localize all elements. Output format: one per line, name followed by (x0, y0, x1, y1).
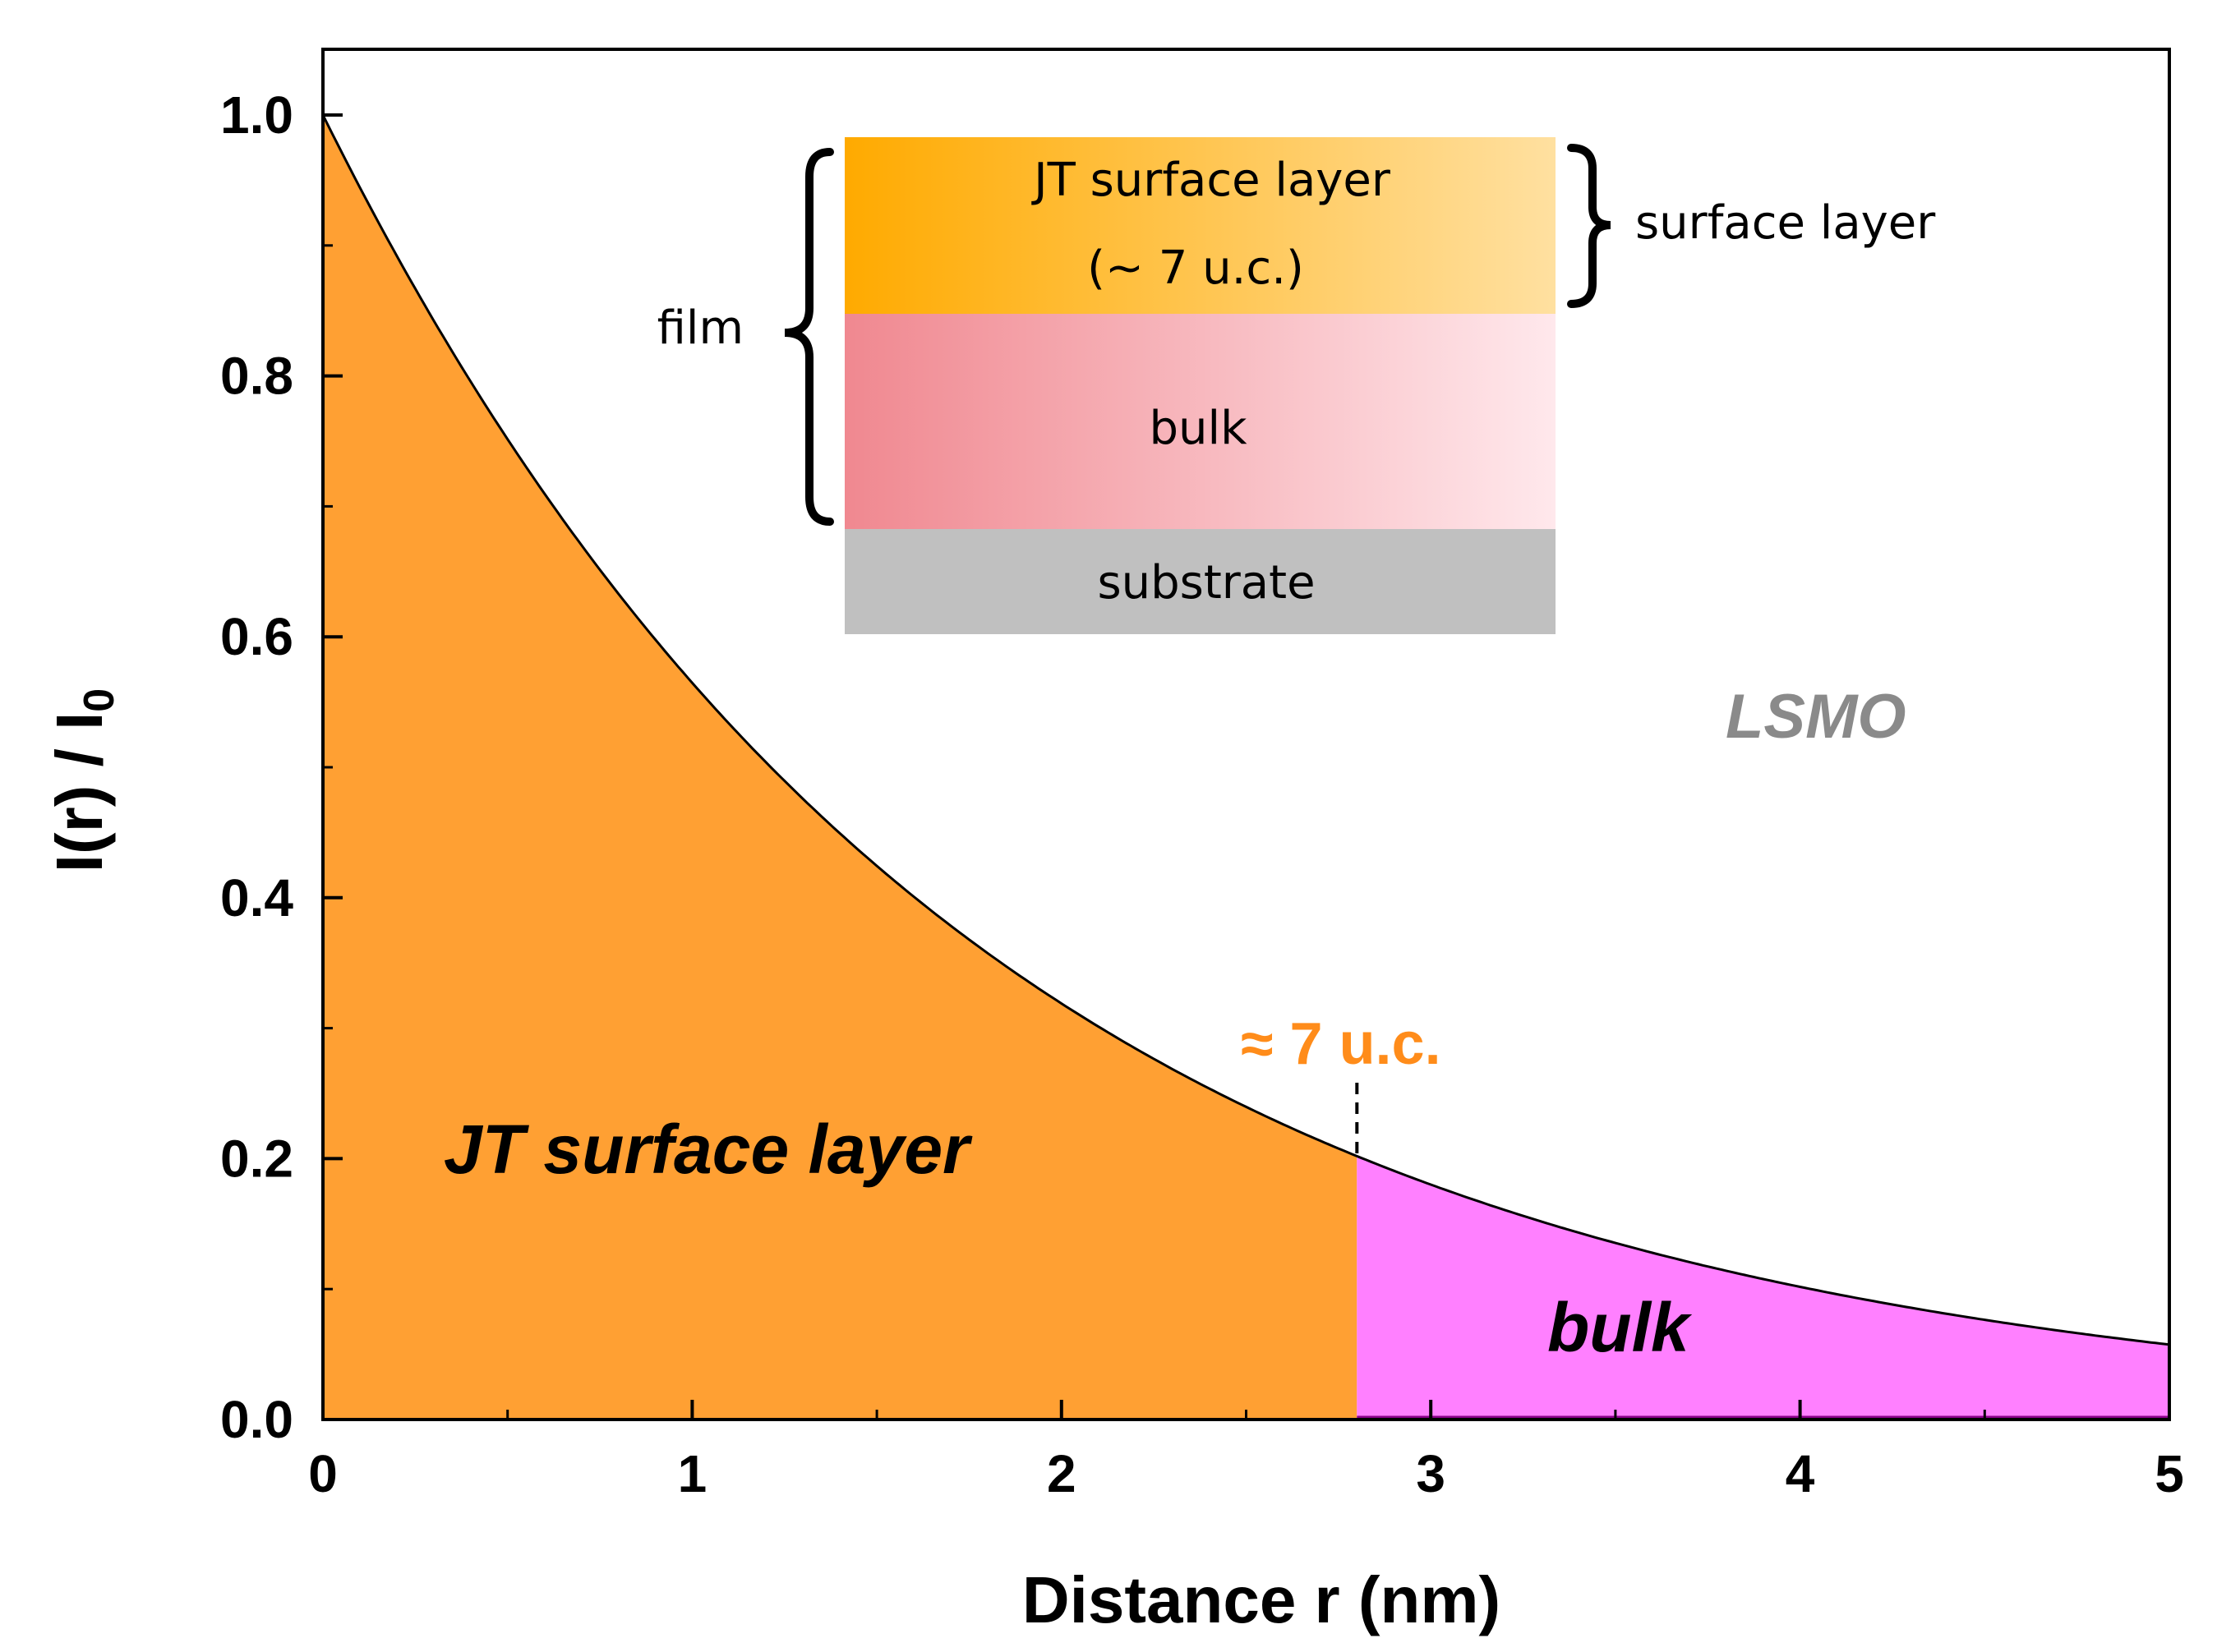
y-axis-ticks: 0.0 0.2 0.4 0.6 0.8 1.0 (220, 85, 343, 1449)
inset-substrate-label: substrate (1097, 556, 1315, 610)
y-tick-label: 0.2 (220, 1129, 293, 1188)
inset-film-label: film (657, 301, 744, 355)
inset-surface-brace-label: surface layer (1635, 196, 1936, 250)
jt-surface-area (323, 115, 1357, 1420)
film-brace (784, 148, 834, 526)
x-tick-label: 0 (308, 1444, 338, 1503)
x-axis-title: Distance r (nm) (1022, 1563, 1500, 1636)
inset-surface-label-line2: (~ 7 u.c.) (1087, 242, 1304, 295)
inset-surface-layer (845, 137, 1556, 314)
inset-substrate (845, 529, 1556, 634)
x-tick-label: 5 (2155, 1444, 2184, 1503)
inset-bulk-label: bulk (1149, 402, 1247, 455)
jt-surface-layer-label: JT surface layer (444, 1111, 973, 1188)
inset-surface-label-line1: JT surface layer (1031, 154, 1391, 207)
y-axis-title: I(r) / I0 (43, 688, 123, 872)
y-tick-label: 0.4 (220, 868, 293, 927)
layer-inset: JT surface layer (~ 7 u.c.) bulk substra… (657, 137, 1936, 634)
bulk-region-label: bulk (1547, 1289, 1693, 1366)
y-tick-label: 0.6 (220, 607, 293, 666)
inset-bulk-layer (845, 314, 1556, 529)
y-tick-label: 0.0 (220, 1390, 293, 1449)
lsmo-label: LSMO (1726, 682, 1906, 752)
seven-uc-marker-label: ≈ 7 u.c. (1241, 1011, 1441, 1077)
x-tick-label: 4 (1786, 1444, 1815, 1503)
x-tick-label: 3 (1416, 1444, 1445, 1503)
surface-layer-brace (1567, 144, 1611, 308)
bulk-area (1357, 1156, 2169, 1420)
x-tick-label: 2 (1047, 1444, 1076, 1503)
y-axis-title-main: I(r) / I (43, 712, 116, 873)
x-tick-label: 1 (678, 1444, 708, 1503)
x-axis-ticks: 0 1 2 3 4 5 (308, 1400, 2184, 1503)
y-tick-label: 0.8 (220, 347, 293, 406)
y-axis-title-subscript: 0 (76, 688, 123, 712)
decay-curve (321, 114, 2170, 1346)
y-tick-label: 1.0 (220, 85, 293, 145)
